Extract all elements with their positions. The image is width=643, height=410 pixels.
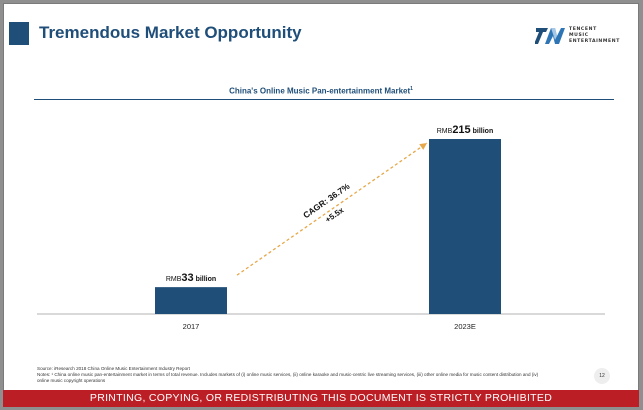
chart-title-footnote: 1 (410, 86, 413, 92)
cagr-arrow-line (236, 142, 428, 276)
data-label-2023e: RMB215 billion (437, 124, 493, 136)
tick-label-2017: 2017 (183, 322, 200, 331)
footnotes: Source: iResearch 2018 China Online Musi… (37, 366, 597, 384)
logo-wordmark: TENCENT MUSIC ENTERTAINMENT (569, 27, 620, 45)
tme-logo-icon (535, 28, 565, 44)
page-number: 12 (594, 368, 610, 384)
logo-line-1: TENCENT (569, 27, 597, 32)
logo-line-3: ENTERTAINMENT (569, 39, 620, 44)
notes-continuation: online music copyright operations (37, 378, 106, 383)
title-marker (9, 22, 29, 45)
slide-title: Tremendous Market Opportunity (39, 23, 302, 42)
cagr-arrowhead-icon (419, 143, 427, 150)
source-note: Source: iResearch 2018 China Online Musi… (37, 366, 190, 371)
chart-title: China's Online Music Pan-entertainment M… (4, 86, 638, 96)
prohibited-banner: PRINTING, COPYING, OR REDISTRIBUTING THI… (3, 390, 639, 407)
tick-label-2023e: 2023E (454, 322, 476, 331)
logo-line-2: MUSIC (569, 33, 589, 38)
bar-2023e (429, 139, 501, 314)
data-label-2017: RMB33 billion (166, 272, 216, 284)
notes-line: Notes: ¹ China online music pan-entertai… (37, 372, 539, 377)
slide: Tremendous Market Opportunity TENCENT MU… (3, 3, 639, 391)
chart-title-rule (34, 99, 614, 100)
tencent-music-logo: TENCENT MUSIC ENTERTAINMENT (535, 25, 625, 49)
growth-multiple-label: +5.5x (324, 205, 346, 224)
bar-2017 (155, 287, 227, 314)
chart-title-text: China's Online Music Pan-entertainment M… (229, 86, 411, 96)
